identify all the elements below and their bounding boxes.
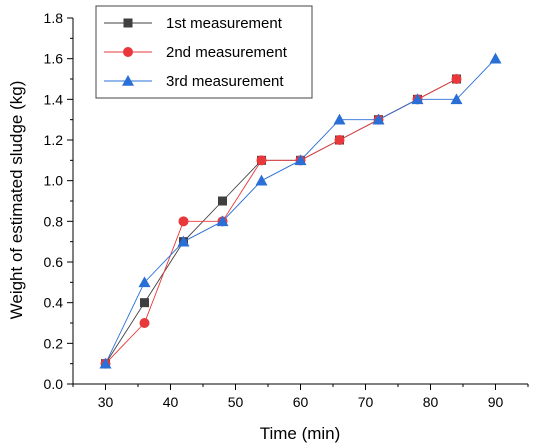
data-point — [411, 93, 424, 105]
legend-label: 2nd measurement — [166, 44, 288, 61]
legend-marker — [122, 75, 134, 86]
data-point — [489, 52, 502, 64]
legend-label: 3rd measurement — [166, 73, 284, 90]
y-tick-label: 1.8 — [44, 10, 64, 26]
x-axis-title: Time (min) — [260, 424, 341, 443]
y-tick-label: 0.4 — [44, 295, 64, 311]
y-tick-label: 0.6 — [44, 254, 64, 270]
data-point — [334, 135, 345, 145]
data-point — [333, 113, 346, 125]
legend-marker — [123, 18, 133, 28]
data-point — [255, 174, 268, 186]
y-tick-label: 1.0 — [44, 173, 64, 189]
series-line — [105, 58, 496, 364]
data-point — [138, 276, 151, 288]
legend-marker — [123, 47, 133, 57]
data-point — [178, 216, 189, 227]
series-1 — [101, 74, 461, 369]
data-point — [99, 357, 112, 369]
x-tick-label: 80 — [423, 394, 439, 410]
x-tick-label: 30 — [98, 394, 114, 410]
data-point — [294, 154, 307, 166]
data-point — [451, 74, 462, 84]
data-point — [177, 235, 190, 247]
y-tick-label: 0.0 — [44, 376, 64, 392]
data-point — [139, 318, 150, 328]
legend: 1st measurement 2nd measurement 3rd measur… — [95, 5, 313, 99]
data-point — [216, 215, 229, 227]
y-tick-label: 0.2 — [44, 335, 64, 351]
x-tick-label: 50 — [228, 394, 244, 410]
x-tick-label: 90 — [488, 394, 504, 410]
axes: 30 40 50 60 70 80 90 0.0 0.2 0.4 0.6 0.8 1.0 1.2 1.4 1.… — [44, 10, 529, 410]
y-tick-label: 1.4 — [44, 91, 64, 107]
plot-area — [99, 52, 502, 369]
data-point — [218, 196, 227, 206]
y-tick-label: 0.8 — [44, 213, 64, 229]
legend-label: 1st measurement — [166, 15, 283, 32]
x-tick-label: 60 — [293, 394, 309, 410]
series-2 — [100, 74, 462, 369]
data-point — [450, 93, 463, 105]
y-tick-label: 1.2 — [44, 132, 64, 148]
x-tick-label: 70 — [358, 394, 374, 410]
x-tick-label: 40 — [163, 394, 179, 410]
series-line — [105, 78, 457, 364]
series-3 — [99, 52, 502, 369]
data-point — [372, 113, 385, 125]
data-point — [140, 298, 149, 308]
y-axis-title: Weight of estimated sludge (kg) — [7, 81, 26, 320]
series-line — [105, 78, 457, 364]
y-tick-label: 1.6 — [44, 51, 64, 67]
data-point — [256, 155, 267, 166]
